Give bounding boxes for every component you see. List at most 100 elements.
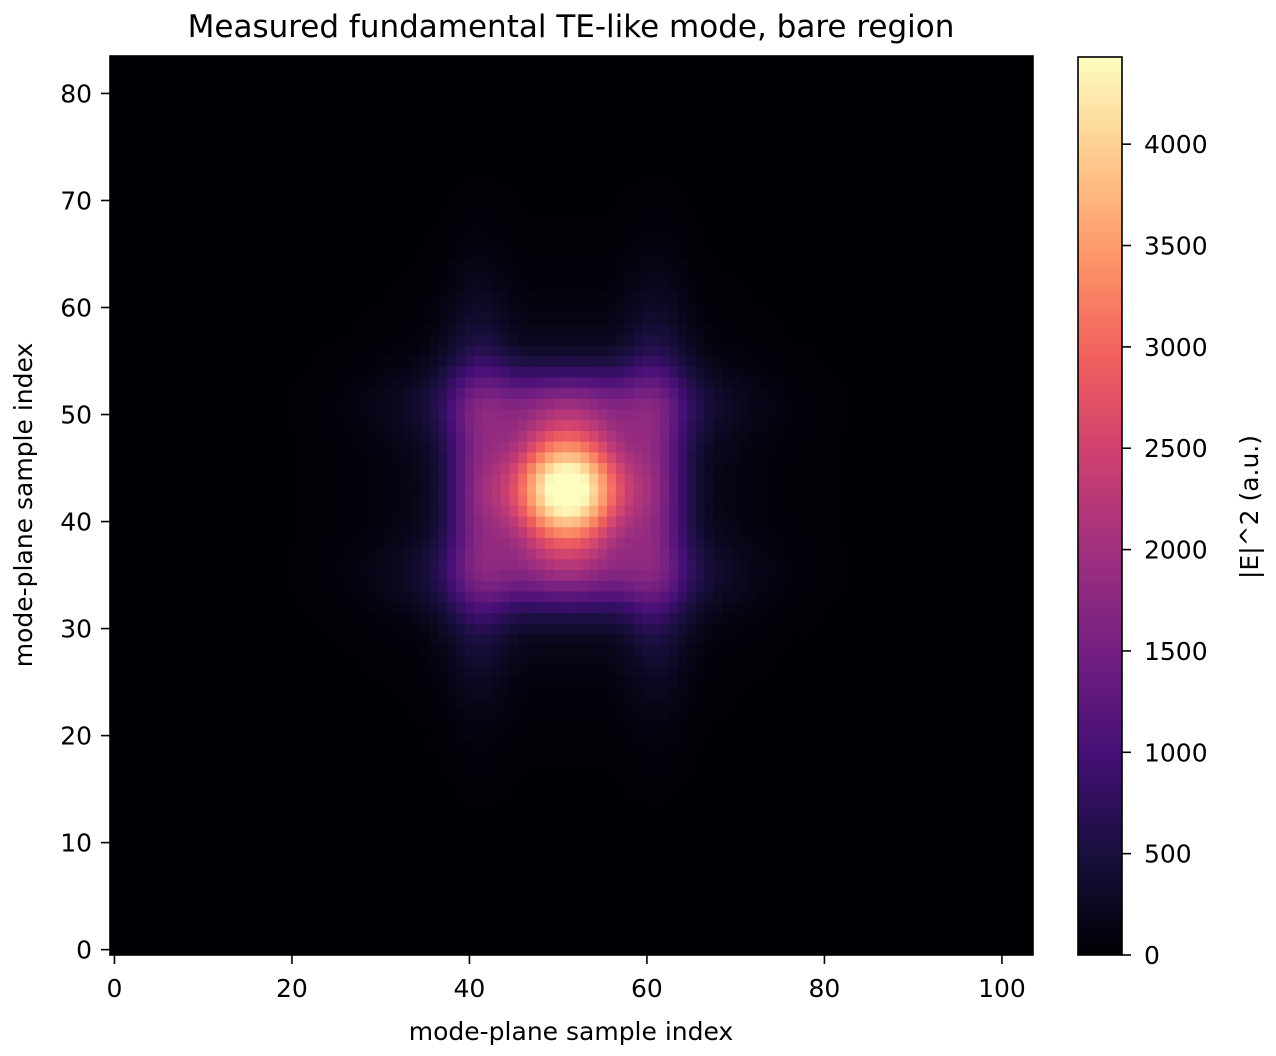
- heatmap-cell: [642, 184, 652, 196]
- heatmap-cell: [376, 548, 386, 560]
- heatmap-cell: [420, 216, 430, 228]
- heatmap-cell: [775, 451, 785, 464]
- heatmap-cell: [651, 248, 661, 260]
- heatmap-cell: [456, 676, 466, 688]
- heatmap-cell: [509, 730, 519, 742]
- heatmap-cell: [562, 248, 572, 260]
- heatmap-cell: [287, 398, 297, 410]
- heatmap-cell: [749, 591, 759, 603]
- heatmap-cell: [509, 708, 519, 720]
- heatmap-cell: [340, 484, 351, 496]
- heatmap-cell: [465, 730, 475, 742]
- heatmap-cell: [695, 569, 706, 581]
- heatmap-cell: [402, 366, 413, 378]
- heatmap-cell: [669, 601, 679, 613]
- heatmap-cell: [704, 409, 714, 421]
- heatmap-cell: [820, 377, 830, 389]
- heatmap-cell: [589, 216, 599, 228]
- heatmap-cell: [394, 419, 404, 431]
- heatmap-cell: [607, 719, 617, 731]
- heatmap-cell: [686, 323, 697, 335]
- heatmap-cell: [447, 430, 457, 442]
- heatmap-cell: [651, 633, 661, 646]
- heatmap-cell: [447, 548, 457, 560]
- heatmap-cell: [482, 366, 493, 378]
- heatmap-cell: [376, 666, 386, 678]
- heatmap-cell: [793, 516, 803, 528]
- heatmap-cell: [367, 291, 377, 303]
- heatmap-cell: [775, 398, 785, 410]
- heatmap-cell: [633, 377, 643, 389]
- heatmap-cell: [500, 344, 510, 357]
- heatmap-cell: [855, 409, 865, 421]
- heatmap-cell: [828, 537, 839, 549]
- heatmap-cell: [367, 462, 377, 474]
- heatmap-cell: [305, 334, 315, 346]
- heatmap-cell: [287, 494, 297, 506]
- heatmap-cell: [615, 762, 626, 774]
- heatmap-cell: [509, 302, 519, 314]
- heatmap-cell: [775, 430, 785, 442]
- heatmap-cell: [624, 805, 635, 817]
- heatmap-cell: [500, 526, 510, 538]
- heatmap-cell: [678, 173, 688, 185]
- heatmap-cell: [615, 227, 626, 239]
- heatmap-cell: [642, 366, 652, 378]
- heatmap-cell: [589, 708, 599, 720]
- heatmap-cell: [642, 548, 652, 560]
- heatmap-cell: [811, 430, 821, 442]
- heatmap-cell: [624, 751, 635, 763]
- heatmap-cell: [491, 687, 501, 699]
- heatmap-cell: [527, 516, 537, 528]
- heatmap-cell: [571, 623, 581, 635]
- heatmap-cell: [580, 633, 590, 646]
- heatmap-cell: [536, 216, 546, 228]
- heatmap-cell: [678, 751, 688, 763]
- heatmap-cell: [260, 548, 271, 560]
- heatmap-cell: [536, 205, 546, 217]
- heatmap-cell: [438, 505, 448, 517]
- heatmap-cell: [651, 548, 661, 560]
- heatmap-cell: [429, 409, 439, 421]
- heatmap-cell: [553, 205, 564, 217]
- heatmap-cell: [465, 152, 475, 164]
- heatmap-cell: [340, 676, 351, 688]
- heatmap-cell: [518, 216, 528, 228]
- heatmap-cell: [678, 783, 688, 795]
- y-tick-label: 30: [60, 615, 92, 644]
- heatmap-cell: [296, 494, 306, 506]
- heatmap-cell: [802, 462, 812, 474]
- heatmap-cell: [633, 666, 643, 678]
- heatmap-cell: [757, 569, 768, 581]
- heatmap-cell: [757, 687, 768, 699]
- heatmap-cell: [669, 762, 679, 774]
- heatmap-cell: [607, 548, 617, 560]
- heatmap-cell: [678, 666, 688, 678]
- heatmap-cell: [731, 462, 741, 474]
- heatmap-cell: [456, 655, 466, 667]
- heatmap-cell: [420, 548, 430, 560]
- heatmap-cell: [465, 312, 475, 324]
- heatmap-cell: [633, 270, 643, 282]
- heatmap-cell: [562, 259, 572, 271]
- heatmap-cell: [420, 302, 430, 314]
- heatmap-cell: [686, 409, 697, 421]
- heatmap-cell: [749, 601, 759, 613]
- heatmap-cell: [562, 462, 572, 474]
- heatmap-cell: [394, 676, 404, 688]
- heatmap-cell: [438, 462, 448, 474]
- heatmap-cell: [491, 666, 501, 678]
- heatmap-cell: [713, 302, 723, 314]
- heatmap-cell: [775, 462, 785, 474]
- heatmap-cell: [598, 676, 608, 688]
- heatmap-cell: [420, 708, 430, 720]
- heatmap-cell: [527, 644, 537, 656]
- heatmap-cell: [642, 601, 652, 613]
- heatmap-cell: [367, 473, 377, 485]
- heatmap-cell: [349, 623, 359, 635]
- heatmap-cell: [562, 451, 572, 464]
- heatmap-cell: [536, 537, 546, 549]
- heatmap-cell: [296, 409, 306, 421]
- colorbar-tick-label: 1000: [1144, 738, 1208, 767]
- heatmap-cell: [598, 484, 608, 496]
